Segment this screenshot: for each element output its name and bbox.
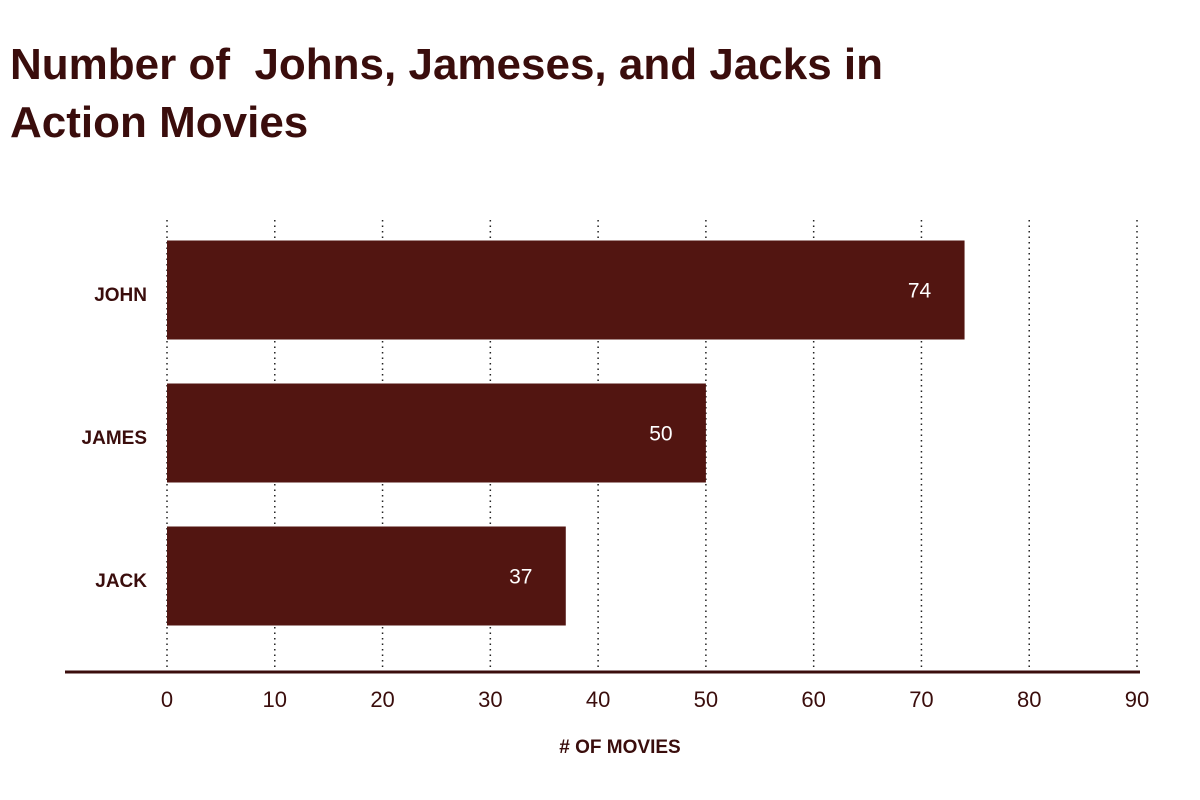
- value-label: 37: [509, 566, 532, 589]
- bar: [167, 383, 706, 483]
- chart-title: Number of Johns, Jameses, and Jacks in A…: [10, 40, 894, 147]
- y-tick-label: JOHN: [94, 285, 147, 306]
- x-tick-label: 20: [370, 687, 394, 712]
- x-tick-label: 10: [263, 687, 287, 712]
- y-tick-label: JACK: [95, 571, 147, 592]
- x-tick-label: 50: [694, 687, 718, 712]
- value-label: 74: [908, 280, 932, 303]
- x-tick-label: 90: [1125, 687, 1149, 712]
- y-tick-label: JAMES: [82, 428, 147, 449]
- bar: [167, 526, 566, 626]
- x-tick-label: 70: [909, 687, 933, 712]
- x-tick-label: 40: [586, 687, 610, 712]
- x-axis-title: # OF MOVIES: [559, 737, 680, 758]
- value-label: 50: [649, 423, 672, 446]
- x-tick-label: 0: [161, 687, 173, 712]
- bar: [167, 240, 965, 340]
- x-tick-label: 80: [1017, 687, 1041, 712]
- x-tick-label: 30: [478, 687, 502, 712]
- x-tick-label: 60: [801, 687, 825, 712]
